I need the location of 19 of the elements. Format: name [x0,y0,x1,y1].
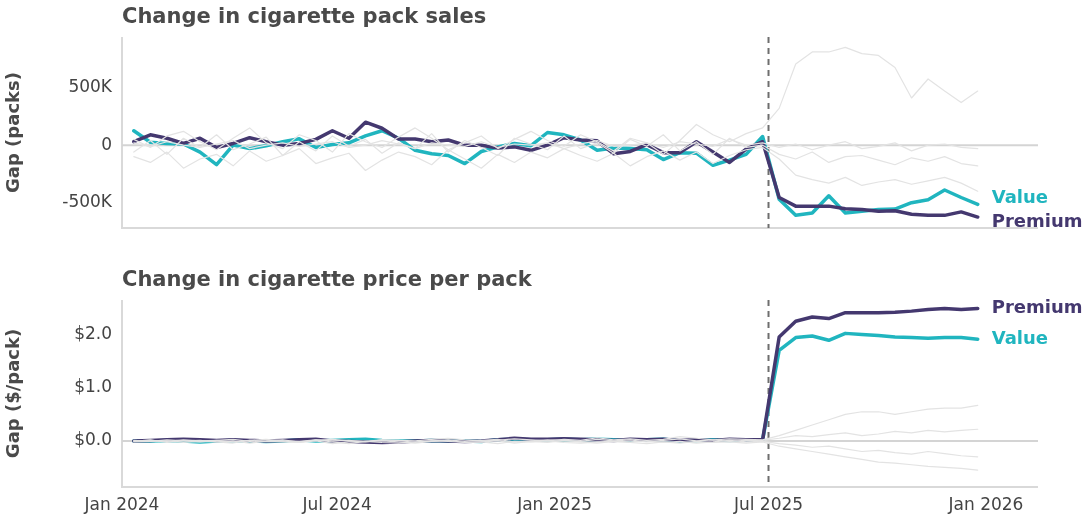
chart-title: Change in cigarette price per pack [122,267,533,291]
x-tick-label: Jan 2025 [516,493,593,514]
series-label: Premium [991,210,1083,232]
x-tick-label: Jan 2024 [83,493,160,514]
y-axis-title: Gap (packs) [2,72,24,193]
y-tick-label: $2.0 [74,323,112,344]
series-label: Value [991,326,1049,348]
x-tick-label: Jul 2024 [301,493,372,514]
y-axis-title: Gap ($/pack) [2,328,24,459]
series-label: Premium [991,296,1083,318]
y-tick-label: 0 [101,133,112,154]
chart-title: Change in cigarette pack sales [122,4,487,28]
x-tick-label: Jul 2025 [732,493,804,514]
y-tick-label: 500K [68,76,113,97]
x-tick-label: Jan 2026 [947,493,1024,514]
y-tick-label: -500K [62,191,113,212]
y-tick-label: $0.0 [74,429,112,450]
series-label: Value [991,186,1049,208]
y-tick-label: $1.0 [74,376,112,397]
